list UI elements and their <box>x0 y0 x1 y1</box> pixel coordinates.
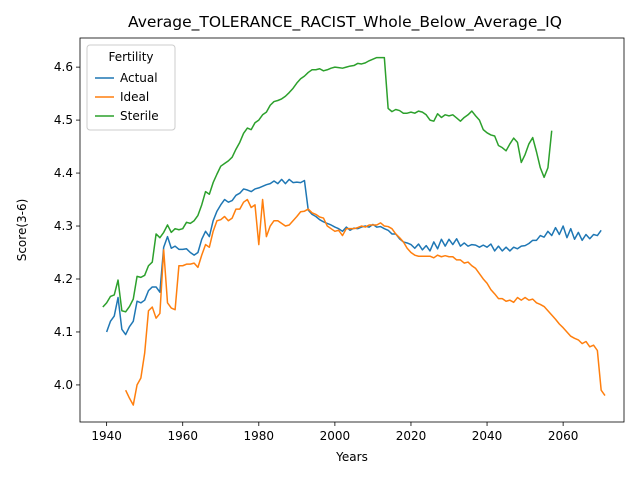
y-axis-label: Score(3-6) <box>15 199 29 262</box>
y-tick-label: 4.6 <box>54 60 73 74</box>
y-tick-label: 4.0 <box>54 378 73 392</box>
series-layer <box>102 56 606 406</box>
y-tick-label: 4.3 <box>54 219 73 233</box>
legend-label-ideal: Ideal <box>120 90 149 104</box>
x-tick-label: 1940 <box>91 429 122 443</box>
y-axis: 4.0 4.1 4.2 4.3 4.4 4.5 4.6 <box>54 60 80 392</box>
legend-label-actual: Actual <box>120 71 158 85</box>
legend-title: Fertility <box>108 50 153 64</box>
x-tick-label: 1980 <box>244 429 275 443</box>
y-tick-label: 4.5 <box>54 113 73 127</box>
x-tick-label: 1960 <box>167 429 198 443</box>
axes-frame <box>79 37 625 423</box>
x-tick-label: 2020 <box>396 429 427 443</box>
x-tick-label: 2000 <box>320 429 351 443</box>
x-axis-label: Years <box>335 450 368 464</box>
series-line-sterile <box>102 56 553 313</box>
y-tick-label: 4.1 <box>54 325 73 339</box>
x-axis: 1940 1960 1980 2000 2020 2040 2060 <box>91 422 578 443</box>
x-tick-label: 2040 <box>472 429 503 443</box>
legend: Fertility Actual Ideal Sterile <box>86 44 176 131</box>
legend-label-sterile: Sterile <box>120 109 159 123</box>
x-tick-label: 2060 <box>548 429 579 443</box>
series-line-ideal <box>124 198 606 406</box>
legend-box <box>86 44 176 131</box>
y-tick-label: 4.2 <box>54 272 73 286</box>
chart-title: Average_TOLERANCE_RACIST_Whole_Below_Ave… <box>128 13 562 32</box>
y-tick-label: 4.4 <box>54 166 73 180</box>
